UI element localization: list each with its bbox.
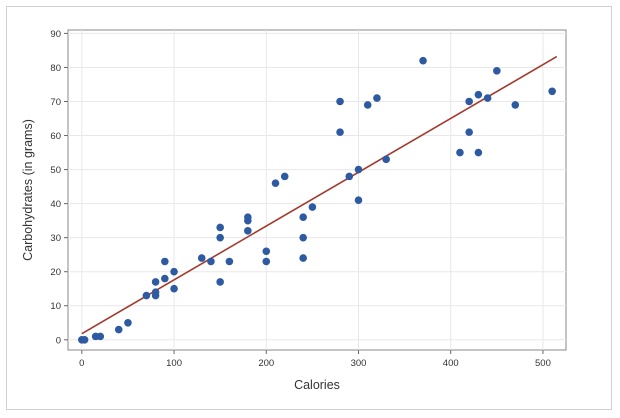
data-point-34 — [354, 196, 363, 205]
data-point-33 — [345, 172, 354, 181]
data-point-12 — [170, 284, 178, 293]
data-point-11 — [161, 257, 169, 266]
y-tick-label-30: 30 — [50, 233, 61, 244]
x-tick-label-400: 400 — [443, 358, 459, 369]
data-point-9 — [151, 278, 160, 286]
regression-line — [81, 55, 558, 335]
x-tick-label-300: 300 — [351, 358, 367, 369]
data-point-6 — [142, 291, 151, 300]
x-tick-label-0: 0 — [79, 358, 84, 369]
y-tick-label-50: 50 — [50, 165, 61, 176]
data-point-8 — [151, 288, 160, 296]
y-axis-ticks: 0 10 20 30 40 50 60 70 80 90 — [50, 29, 68, 346]
data-point-5 — [124, 318, 132, 327]
y-tick-label-90: 90 — [50, 29, 61, 40]
data-point-39 — [419, 56, 427, 65]
y-tick-label-80: 80 — [50, 63, 61, 74]
data-point-4 — [114, 325, 123, 334]
x-tick-label-500: 500 — [535, 358, 551, 369]
x-tick-label-100: 100 — [166, 358, 182, 369]
data-point-37 — [373, 94, 381, 102]
data-point-23 — [262, 257, 271, 266]
x-axis-title: Calories — [294, 378, 340, 392]
data-point-46 — [493, 67, 501, 75]
data-point-44 — [474, 90, 483, 99]
data-points — [78, 56, 556, 344]
data-point-15 — [207, 257, 215, 266]
data-point-29 — [299, 213, 307, 222]
data-point-38 — [382, 155, 390, 164]
data-point-40 — [456, 148, 464, 157]
data-point-32 — [336, 97, 344, 106]
data-point-16 — [216, 278, 224, 286]
grid-lines — [68, 30, 566, 350]
data-point-42 — [465, 97, 473, 106]
y-tick-label-10: 10 — [50, 301, 61, 312]
data-point-10 — [161, 274, 169, 283]
data-point-35 — [354, 165, 363, 174]
data-point-17 — [216, 233, 224, 242]
data-point-19 — [225, 257, 234, 266]
data-point-47 — [511, 101, 520, 109]
data-point-45 — [483, 94, 492, 102]
data-point-3 — [96, 332, 105, 341]
y-axis-title: Carbohydrates (in grams) — [21, 119, 35, 261]
plot-area — [67, 29, 567, 351]
data-point-24 — [262, 247, 271, 256]
x-tick-label-200: 200 — [258, 358, 274, 369]
y-tick-label-60: 60 — [50, 131, 61, 142]
data-point-1 — [80, 335, 89, 344]
data-point-43 — [474, 148, 483, 157]
data-point-25 — [271, 179, 280, 187]
data-point-28 — [299, 233, 307, 242]
data-point-36 — [363, 101, 372, 109]
data-point-14 — [197, 254, 206, 262]
data-point-27 — [299, 254, 307, 262]
data-point-18 — [216, 223, 224, 232]
data-point-22 — [244, 213, 252, 222]
y-tick-label-0: 0 — [56, 335, 61, 346]
data-point-48 — [548, 87, 556, 96]
data-point-13 — [170, 267, 178, 276]
y-tick-label-20: 20 — [50, 267, 61, 278]
data-point-26 — [280, 172, 289, 181]
data-point-31 — [336, 128, 344, 136]
y-tick-label-40: 40 — [50, 199, 61, 210]
data-point-20 — [244, 227, 252, 235]
y-tick-label-70: 70 — [50, 97, 61, 108]
x-axis-ticks: 0 100 200 300 400 500 — [79, 350, 551, 369]
data-point-41 — [465, 128, 473, 136]
data-point-30 — [308, 203, 317, 211]
